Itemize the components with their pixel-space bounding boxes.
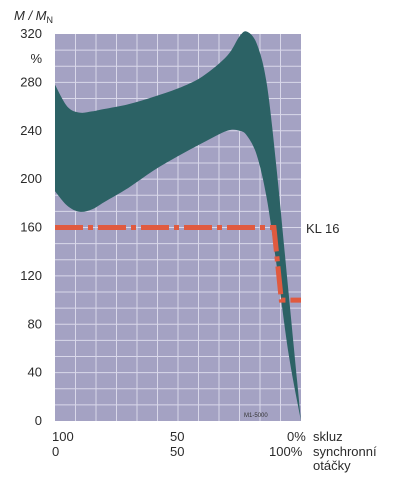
y-tick-label: 160 [20, 220, 42, 235]
x-tick-slip-0: 0% [287, 429, 306, 444]
x-axis-label-slip: skluz [313, 429, 343, 444]
series-label-kl16: KL 16 [306, 221, 340, 236]
x-tick-speed-0: 0 [52, 444, 59, 459]
series-layer [55, 225, 301, 303]
y-tick-label: 0 [35, 413, 42, 428]
x-axis-label-synchronous: synchronní [313, 444, 377, 459]
y-tick-label: 40 [28, 365, 42, 380]
y-tick-label: 200 [20, 171, 42, 186]
y-tick-label: 120 [20, 268, 42, 283]
y-axis-label-sub: N [47, 15, 54, 25]
y-axis-label: M / MN [14, 8, 53, 25]
y-axis-unit: % [30, 51, 42, 66]
y-tick-label: 320 [20, 26, 42, 41]
figure-code: M1-5000 [244, 413, 268, 419]
x-axis-label-speed: otáčky [313, 458, 351, 473]
y-tick-label: 280 [20, 74, 42, 89]
y-tick-label: 80 [28, 316, 42, 331]
y-tick-labels: 0 40 80 120 160 200 240 280 320 [20, 26, 42, 428]
series-line-kl16 [55, 225, 301, 303]
y-axis-label-main: M / M [14, 8, 47, 23]
x-tick-slip-100: 100 [52, 429, 74, 444]
x-tick-speed-100: 100% [269, 444, 303, 459]
y-tick-label: 240 [20, 123, 42, 138]
x-tick-slip-50: 50 [170, 429, 184, 444]
torque-band [55, 31, 301, 421]
x-tick-speed-50: 50 [170, 444, 184, 459]
